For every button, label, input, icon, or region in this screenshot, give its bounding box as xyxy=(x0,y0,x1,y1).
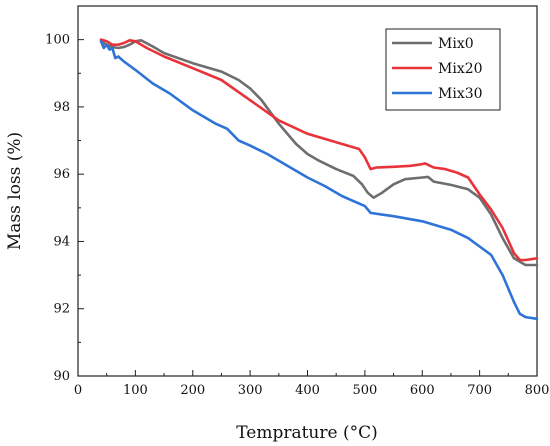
y-axis-title: Mass loss (%) xyxy=(5,132,25,250)
legend-label-mix30: Mix30 xyxy=(438,86,483,102)
x-tick-label: 200 xyxy=(180,383,205,398)
x-axis-title: Temprature (°C) xyxy=(236,423,378,443)
x-tick-label: 400 xyxy=(295,383,320,398)
legend: Mix0 Mix20 Mix30 xyxy=(385,28,501,111)
x-tick-label: 700 xyxy=(467,383,492,398)
x-tick-label: 600 xyxy=(410,383,435,398)
x-tick-label: 500 xyxy=(352,383,377,398)
series-lines xyxy=(99,38,539,321)
y-axis-ticks: 90 92 94 96 98 100 xyxy=(45,33,84,384)
y-tick-label: 92 xyxy=(53,302,70,317)
y-tick-label: 90 xyxy=(53,369,70,384)
x-tick-label: 100 xyxy=(123,383,148,398)
y-tick-label: 94 xyxy=(53,234,70,249)
x-axis-ticks: 0 100 200 300 400 500 600 700 800 xyxy=(74,370,550,398)
x-tick-label: 300 xyxy=(238,383,263,398)
y-tick-label: 100 xyxy=(45,33,70,48)
x-tick-label: 800 xyxy=(525,383,550,398)
legend-label-mix0: Mix0 xyxy=(438,36,474,52)
y-tick-label: 98 xyxy=(53,100,70,115)
x-tick-label: 0 xyxy=(74,383,82,398)
series-line-mix30 xyxy=(99,39,539,321)
y-tick-label: 96 xyxy=(53,167,70,182)
series-line-mix20 xyxy=(99,38,539,262)
legend-label-mix20: Mix20 xyxy=(438,61,483,77)
